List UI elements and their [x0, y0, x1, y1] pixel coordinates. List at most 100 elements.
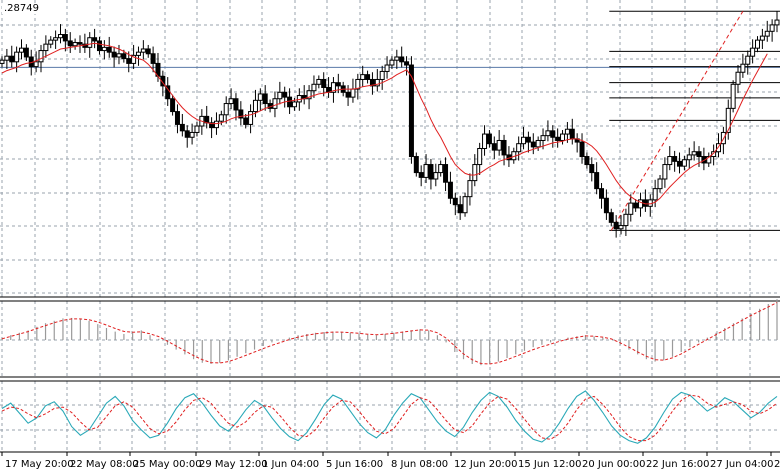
candle-body	[759, 35, 765, 41]
candle-body	[496, 139, 502, 151]
candle-body	[306, 90, 312, 100]
candle-body	[491, 143, 497, 151]
price-label: .28749	[2, 3, 41, 14]
candle-body	[184, 130, 190, 138]
candle-body	[516, 143, 522, 153]
candle-body	[633, 202, 639, 209]
candle-body	[121, 53, 127, 60]
candle-body	[662, 164, 668, 180]
moving-average-line	[1, 42, 768, 205]
candle-body	[564, 128, 570, 135]
candle-body	[462, 196, 468, 214]
candle-body	[486, 133, 492, 145]
candle-body	[501, 139, 507, 156]
candle-body	[262, 93, 268, 105]
candle-body	[228, 98, 234, 105]
candle-body	[23, 47, 29, 58]
x-tick-label: 1 Jun 04:00	[262, 459, 319, 470]
candle-body	[399, 56, 405, 63]
candle-body	[18, 47, 24, 53]
candle-body	[57, 34, 63, 39]
candle-body	[457, 204, 463, 214]
candle-body	[423, 164, 429, 178]
candle-body	[330, 82, 336, 93]
candle-body	[540, 135, 546, 141]
candle-body	[681, 159, 687, 167]
candle-body	[555, 136, 561, 141]
candle-body	[740, 63, 746, 73]
x-tick-label: 25 May 00:00	[133, 459, 202, 470]
candle-body	[92, 37, 98, 42]
candle-body	[282, 91, 288, 98]
candle-body	[408, 64, 414, 158]
candle-body	[150, 53, 156, 64]
x-tick-label: 29	[774, 459, 780, 470]
candle-body	[438, 164, 444, 174]
stochastic-main-line	[1, 390, 778, 444]
candle-body	[764, 30, 770, 37]
candle-body	[443, 164, 449, 183]
candle-body	[735, 71, 741, 85]
candle-body	[389, 59, 395, 66]
candle-body	[379, 70, 385, 80]
candle-body	[194, 125, 200, 133]
candle-body	[447, 181, 453, 199]
candle-body	[209, 122, 215, 129]
candle-body	[287, 96, 293, 108]
candle-body	[725, 107, 731, 133]
candle-body	[131, 54, 137, 64]
candle-body	[53, 37, 59, 41]
x-tick-label: 15 Jun 12:00	[518, 459, 582, 470]
candle-body	[335, 82, 341, 87]
candle-body	[696, 151, 702, 158]
candle-body	[321, 78, 327, 88]
candle-body	[374, 78, 380, 87]
candle-body	[404, 61, 410, 66]
candle-body	[145, 48, 151, 55]
candle-body	[174, 111, 180, 125]
candle-body	[9, 55, 15, 63]
candle-body	[433, 172, 439, 180]
candle-body	[360, 74, 366, 80]
candle-body	[691, 151, 697, 156]
candle-body	[170, 98, 176, 113]
candle-body	[755, 39, 761, 49]
candle-body	[4, 55, 10, 61]
candle-body	[257, 93, 263, 101]
candle-body	[594, 172, 600, 190]
candle-body	[477, 148, 483, 166]
oscillator-signal-line	[1, 302, 778, 365]
candle-body	[345, 91, 351, 98]
candle-body	[482, 133, 488, 149]
candle-body	[38, 50, 44, 63]
x-tick-label: 22 Jun 16:00	[646, 459, 710, 470]
candle-body	[101, 46, 107, 52]
stochastic-signal-line	[1, 394, 778, 442]
candle-body	[579, 141, 585, 158]
candle-body	[179, 123, 185, 132]
candle-body	[730, 83, 736, 109]
candle-body	[745, 55, 751, 65]
candle-body	[657, 178, 663, 190]
candle-body	[672, 156, 678, 162]
candle-body	[126, 58, 132, 64]
candle-body	[316, 78, 322, 85]
candle-body	[769, 24, 775, 32]
fibonacci-trend-line	[610, 10, 744, 231]
candle-body	[711, 151, 717, 158]
candle-body	[613, 221, 619, 230]
x-tick-label: 12 Jun 20:00	[454, 459, 518, 470]
candle-body	[686, 154, 692, 161]
candle-body	[160, 75, 166, 87]
candle-body	[355, 78, 361, 90]
candle-body	[774, 19, 780, 26]
candle-body	[0, 59, 5, 64]
candle-body	[238, 109, 244, 119]
candle-body	[87, 37, 93, 48]
candle-body	[535, 139, 541, 148]
candle-body	[77, 42, 83, 45]
candle-body	[248, 111, 254, 125]
candle-body	[589, 164, 595, 174]
candle-body	[599, 188, 605, 199]
